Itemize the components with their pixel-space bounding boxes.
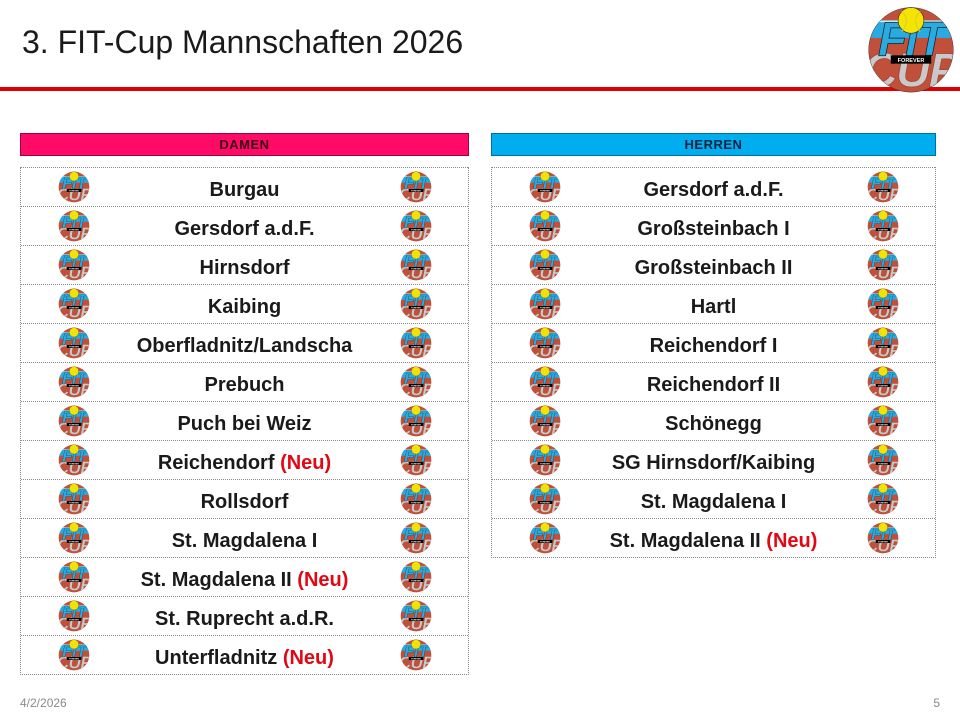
svg-text:FOREVER: FOREVER <box>898 58 925 64</box>
